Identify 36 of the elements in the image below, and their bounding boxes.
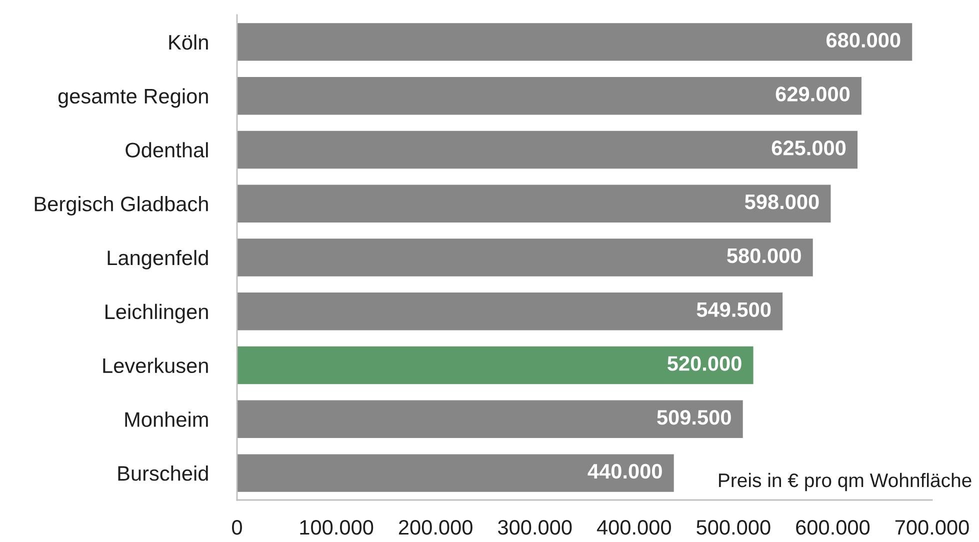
data-label: 625.000: [772, 140, 846, 156]
bar: [237, 76, 862, 115]
bar: [237, 454, 674, 492]
data-label: 549.500: [696, 302, 771, 317]
y-tick-label: gesamte Region: [58, 88, 208, 108]
bar: [237, 292, 783, 330]
x-tick-label: 400.000: [596, 520, 671, 535]
y-tick-label: Monheim: [125, 412, 208, 427]
bar: [237, 238, 813, 276]
x-tick-label: 0: [232, 520, 242, 535]
bar: [237, 23, 912, 61]
data-label: 520.000: [668, 356, 742, 371]
data-label: 440.000: [588, 464, 662, 479]
data-label: 680.000: [826, 32, 900, 48]
y-tick-label: Bergisch Gladbach: [34, 196, 208, 216]
data-label: 629.000: [776, 86, 850, 102]
y-tick-label: Köln: [169, 34, 208, 50]
x-tick-label: 100.000: [300, 520, 374, 535]
x-tick-label: 700.000: [895, 520, 969, 535]
bar: [237, 184, 831, 222]
y-tick-label: Langenfeld: [108, 250, 208, 270]
x-tick-label: 200.000: [398, 520, 472, 535]
x-tick-label: 600.000: [796, 520, 870, 535]
data-label: 509.500: [657, 410, 731, 425]
annotation: Preis in € pro qm Wohnfläche: [719, 472, 972, 492]
x-tick-label: 300.000: [498, 520, 572, 535]
data-label: 598.000: [744, 194, 819, 210]
data-label: 580.000: [727, 248, 801, 264]
bar: [237, 130, 858, 169]
y-tick-label: Odenthal: [126, 142, 208, 158]
x-tick-label: 500.000: [696, 520, 770, 535]
y-tick-label: Leichlingen: [106, 304, 208, 324]
y-tick-label: Burscheid: [118, 466, 208, 481]
bar: [237, 400, 743, 438]
bar: [237, 346, 754, 384]
y-tick-label: Leverkusen: [103, 358, 208, 374]
